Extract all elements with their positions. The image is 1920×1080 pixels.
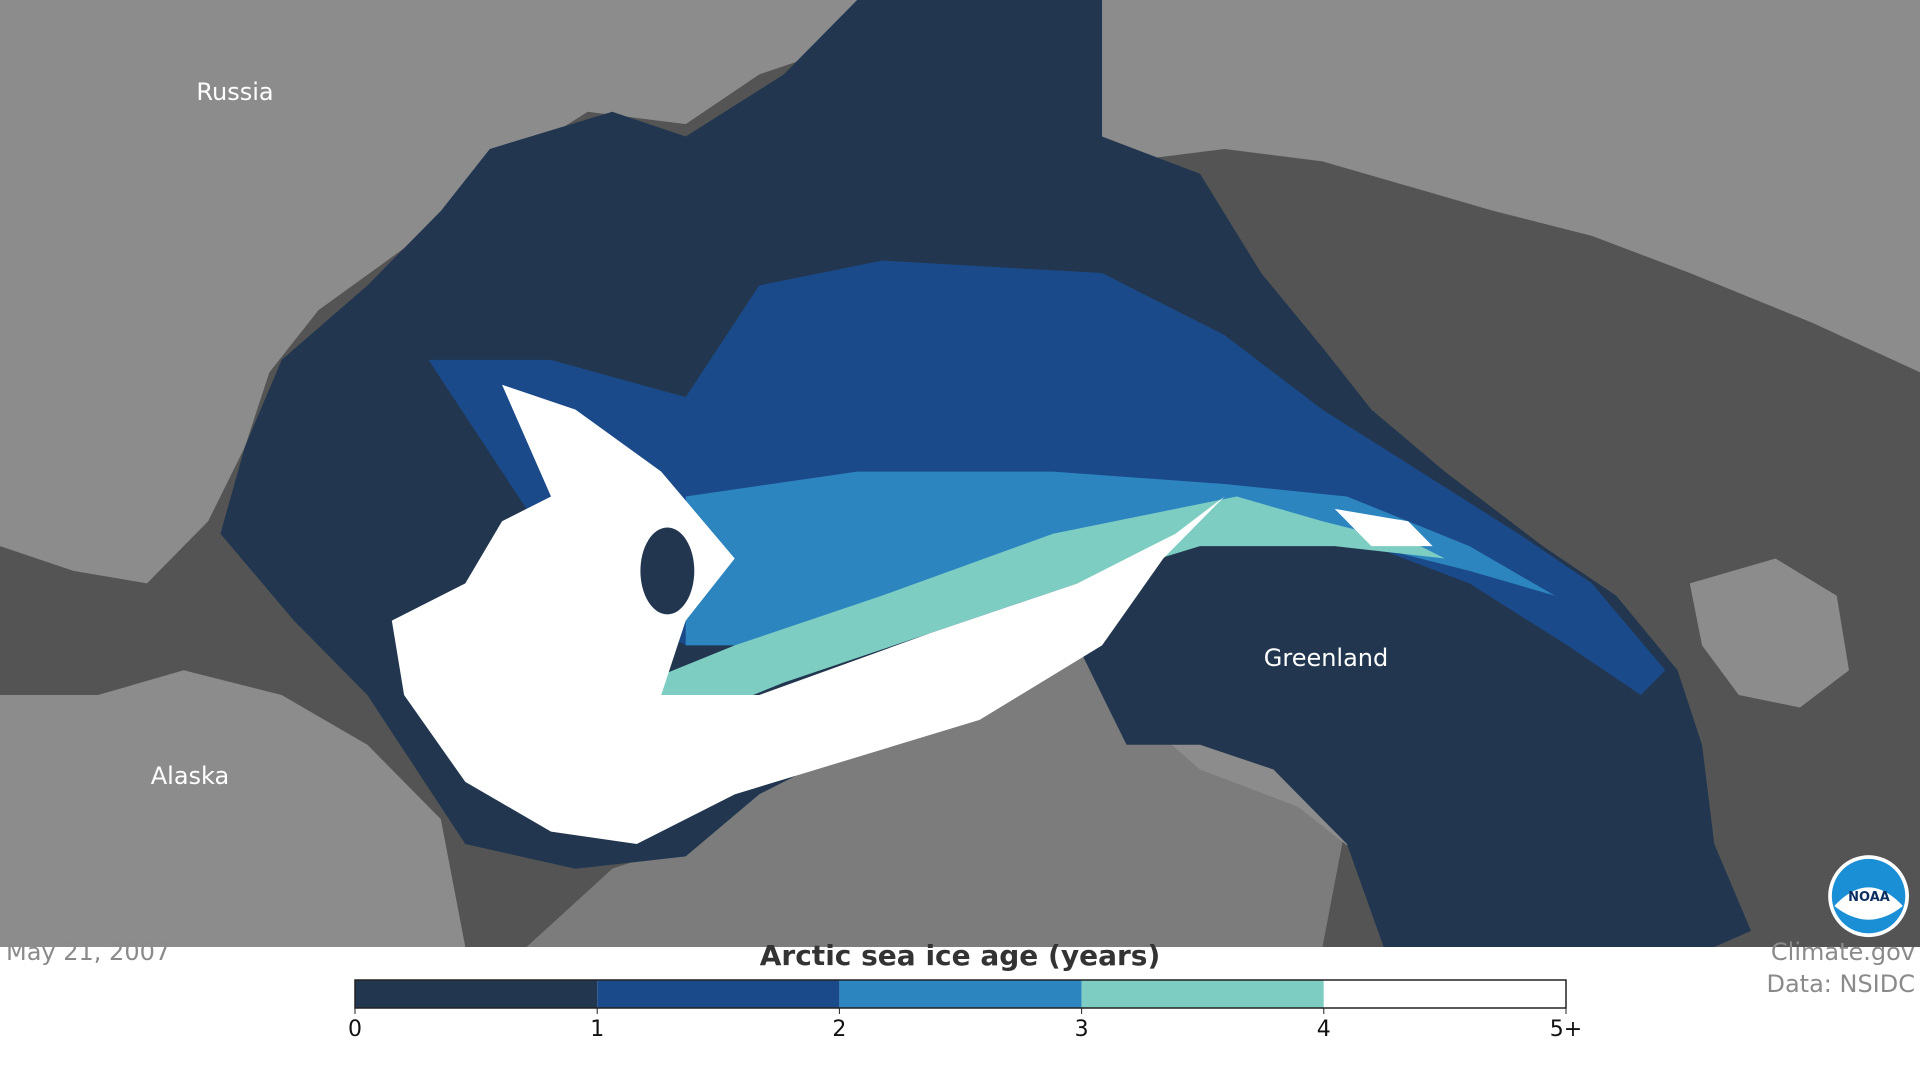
- legend-tick-label: 2: [832, 1017, 846, 1042]
- legend-tick-label: 3: [1075, 1017, 1089, 1042]
- russia-land: [0, 0, 858, 584]
- legend-tick-label: 5+: [1550, 1017, 1582, 1042]
- logo-wave: [1834, 887, 1903, 920]
- legend-swatch: [1323, 980, 1566, 1008]
- legend-tick-label: 1: [590, 1017, 604, 1042]
- credit: Climate.gov: [1771, 938, 1915, 966]
- legend-tick-label: 4: [1317, 1017, 1331, 1042]
- legend-title: Arctic sea ice age (years): [760, 939, 1161, 972]
- svalbard-land: [1689, 558, 1849, 708]
- date: May 21, 2007: [6, 938, 170, 966]
- legend-swatch: [1081, 980, 1324, 1008]
- europe-land: [1077, 0, 1920, 373]
- ice-age-4-5-strait: [1334, 508, 1433, 547]
- credit: Data: NSIDC: [1766, 970, 1915, 998]
- ice-age-4-5: [391, 384, 1225, 844]
- map: [0, 0, 1920, 947]
- place-label: Alaska: [151, 762, 229, 790]
- alaska-land: [0, 670, 466, 947]
- legend-swatch: [597, 980, 840, 1008]
- place-label: Greenland: [1264, 644, 1389, 672]
- legend-swatch: [355, 980, 598, 1008]
- legend-frame: [354, 979, 1567, 1009]
- legend-swatch: [839, 980, 1082, 1008]
- legend-tick-label: 0: [348, 1017, 362, 1042]
- place-label: Russia: [196, 78, 273, 106]
- ice-hole: [640, 527, 695, 615]
- logo-text: NOAA: [1848, 890, 1890, 905]
